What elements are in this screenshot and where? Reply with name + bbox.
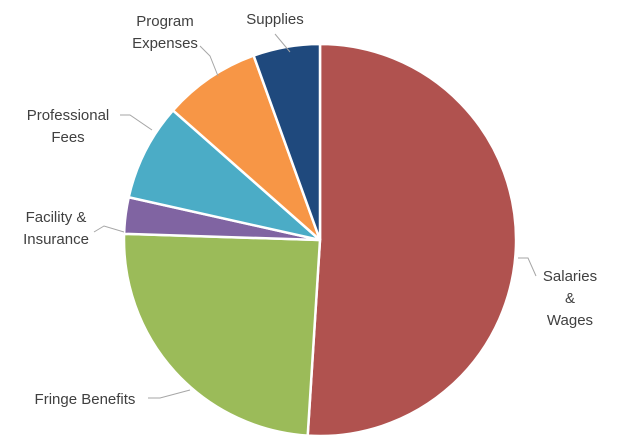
slice-label-line: Wages <box>547 312 593 329</box>
pie-slice-fringe-benefits <box>122 232 322 435</box>
leader-line-program-expenses <box>199 45 219 77</box>
slice-label-professional-fees: Professional Fees <box>27 107 110 146</box>
slice-label-facility-insurance: Facility & Insurance <box>23 209 89 248</box>
slice-label-line: Fees <box>51 129 84 146</box>
leader-line-salaries-wages <box>518 257 537 277</box>
leader-line-facility-insurance <box>93 225 125 233</box>
slice-label-line: Salaries <box>543 268 597 285</box>
slice-label-salaries-wages: Salaries & Wages <box>543 268 597 329</box>
labels-layer: Salaries & Wages Fringe Benefits Facility & I… <box>23 11 597 408</box>
pie-slice-salaries-wages <box>306 42 518 435</box>
slice-label-line: Professional <box>27 107 110 124</box>
leader-line-supplies <box>274 33 291 53</box>
slice-label-line: Supplies <box>246 11 304 28</box>
leader-line-professional-fees <box>120 114 153 131</box>
slices-layer <box>122 42 518 435</box>
slice-label-line: Program <box>136 13 194 30</box>
slice-label-program-expenses: Program Expenses <box>132 13 198 52</box>
slice-label-line: & <box>565 290 575 307</box>
leader-line-fringe-benefits <box>148 389 191 399</box>
slice-label-line: Fringe Benefits <box>35 391 136 408</box>
leader-lines-layer <box>93 33 537 399</box>
slice-label-supplies: Supplies <box>246 11 304 28</box>
pie-slice-program-expenses <box>171 53 322 241</box>
slice-label-line: Insurance <box>23 231 89 248</box>
slice-label-fringe-benefits: Fringe Benefits <box>35 391 136 408</box>
slice-label-line: Expenses <box>132 35 198 52</box>
pie-slice-professional-fees <box>127 108 321 242</box>
slice-label-line: Facility & <box>26 209 87 226</box>
